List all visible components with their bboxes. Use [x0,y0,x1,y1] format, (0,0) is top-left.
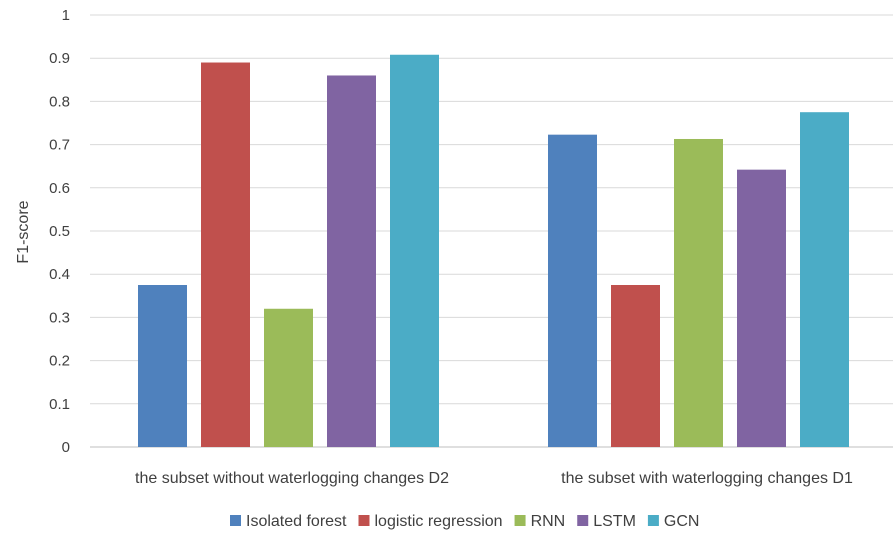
legend-swatch [577,515,589,526]
legend-label: RNN [531,513,566,530]
bar [390,54,439,448]
bar [548,134,597,447]
x-category-label: the subset with waterlogging changes D1 [561,470,853,487]
legend-swatch [358,515,370,526]
y-axis-ticks: 0 0.1 0.2 0.3 0.4 0.5 0.6 0.7 0.8 0.9 1 [49,7,70,456]
y-tick-label: 0.2 [49,353,70,370]
y-tick-label: 0.4 [49,266,70,283]
y-tick-label: 0.6 [49,180,70,197]
bar [800,112,849,447]
y-tick-label: 0.5 [49,223,70,240]
bar [674,138,723,447]
y-tick-label: 0.8 [49,93,70,110]
legend-swatch [230,515,241,526]
x-category-label: the subset without waterlogging changes … [135,470,449,487]
y-tick-label: 0 [62,439,70,456]
y-tick-label: 0.9 [49,50,70,67]
bar [264,308,313,447]
legend: Isolated forest logistic regression RNN LST… [230,513,699,530]
legend-label: logistic regression [375,513,503,530]
bar [138,285,187,447]
legend-swatch [514,515,526,526]
bar [201,62,250,448]
y-tick-label: 0.3 [49,309,70,326]
legend-label: Isolated forest [246,513,347,530]
y-tick-label: 1 [62,7,70,24]
bars [138,54,849,448]
bar [327,75,376,447]
bar [737,169,786,447]
y-tick-label: 0.1 [49,396,70,413]
legend-swatch [647,515,659,526]
legend-label: GCN [664,513,700,530]
x-axis-categories: the subset without waterlogging changes … [135,470,853,487]
y-axis-title: F1-score [15,200,32,263]
legend-label: LSTM [593,513,636,530]
y-tick-label: 0.7 [49,137,70,154]
bar [611,285,660,447]
